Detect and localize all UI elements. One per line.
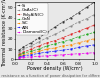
GaAs(C) bbox=[78, 21, 79, 22]
AlN bbox=[78, 47, 79, 48]
SiC bbox=[39, 51, 40, 52]
Si bbox=[54, 27, 56, 28]
AlN bbox=[70, 49, 71, 50]
PolyAlN(C) bbox=[94, 25, 95, 26]
Diamond(C) bbox=[31, 56, 32, 57]
SiC bbox=[31, 53, 32, 54]
Line: AlN: AlN bbox=[19, 44, 95, 58]
Diamond(C) bbox=[78, 53, 79, 54]
Si bbox=[94, 2, 95, 3]
GaAs(C) bbox=[94, 14, 95, 15]
AlN bbox=[62, 50, 64, 51]
Si bbox=[78, 12, 79, 13]
GaAs(C) bbox=[46, 37, 48, 38]
GaN bbox=[94, 32, 95, 33]
Si bbox=[39, 37, 40, 38]
GaN bbox=[54, 43, 56, 44]
SiC bbox=[19, 56, 20, 57]
GaAs(C) bbox=[86, 18, 87, 19]
PolyAlN(C) bbox=[19, 54, 20, 55]
GaAs(C) bbox=[70, 26, 71, 27]
Line: Si: Si bbox=[19, 1, 95, 51]
Legend: Si, GaAs(C), PolyAlN(C), GaN, SiC, AlN, Diamond(C): Si, GaAs(C), PolyAlN(C), GaN, SiC, AlN, … bbox=[16, 3, 48, 35]
Si bbox=[62, 21, 64, 22]
AlN bbox=[23, 55, 24, 56]
Si bbox=[23, 46, 24, 47]
Diamond(C) bbox=[39, 56, 40, 57]
PolyAlN(C) bbox=[86, 28, 87, 29]
Diamond(C) bbox=[19, 57, 20, 58]
Line: SiC: SiC bbox=[19, 38, 95, 57]
PolyAlN(C) bbox=[23, 52, 24, 53]
Diamond(C) bbox=[86, 53, 87, 54]
SiC bbox=[23, 54, 24, 55]
GaN bbox=[31, 51, 32, 52]
PolyAlN(C) bbox=[46, 42, 48, 43]
GaN bbox=[78, 36, 79, 37]
Si bbox=[31, 42, 32, 43]
Diamond(C) bbox=[46, 55, 48, 56]
AlN bbox=[31, 54, 32, 55]
Si bbox=[46, 32, 48, 33]
Line: GaN: GaN bbox=[19, 32, 95, 56]
PolyAlN(C) bbox=[31, 49, 32, 50]
Line: PolyAlN(C): PolyAlN(C) bbox=[19, 24, 95, 55]
Si bbox=[70, 17, 71, 18]
SiC bbox=[78, 42, 79, 43]
AlN bbox=[19, 56, 20, 57]
Diamond(C) bbox=[54, 55, 56, 56]
PolyAlN(C) bbox=[39, 45, 40, 46]
Text: Figure 9 - Thermal resistance as a function of power dissipation for different s: Figure 9 - Thermal resistance as a funct… bbox=[0, 74, 100, 78]
X-axis label: Power density (W/cm²): Power density (W/cm²) bbox=[27, 66, 83, 71]
GaN bbox=[23, 53, 24, 54]
SiC bbox=[62, 45, 64, 46]
AlN bbox=[46, 52, 48, 53]
Diamond(C) bbox=[23, 57, 24, 58]
SiC bbox=[70, 44, 71, 45]
Line: Diamond(C): Diamond(C) bbox=[19, 52, 95, 59]
AlN bbox=[39, 53, 40, 54]
Diamond(C) bbox=[70, 54, 71, 55]
PolyAlN(C) bbox=[70, 34, 71, 35]
GaAs(C) bbox=[31, 45, 32, 46]
GaAs(C) bbox=[54, 34, 56, 35]
PolyAlN(C) bbox=[54, 40, 56, 41]
AlN bbox=[94, 44, 95, 45]
GaAs(C) bbox=[23, 49, 24, 50]
Y-axis label: Thermal resistance (K·cm²/W): Thermal resistance (K·cm²/W) bbox=[2, 0, 7, 67]
PolyAlN(C) bbox=[78, 31, 79, 32]
SiC bbox=[46, 49, 48, 50]
SiC bbox=[94, 38, 95, 39]
Line: GaAs(C): GaAs(C) bbox=[19, 14, 95, 53]
GaAs(C) bbox=[39, 41, 40, 42]
GaN bbox=[70, 39, 71, 40]
GaN bbox=[62, 41, 64, 42]
Diamond(C) bbox=[94, 52, 95, 53]
GaAs(C) bbox=[62, 30, 64, 31]
GaN bbox=[19, 55, 20, 56]
GaAs(C) bbox=[19, 52, 20, 53]
GaN bbox=[86, 34, 87, 35]
Si bbox=[86, 7, 87, 8]
SiC bbox=[86, 40, 87, 41]
GaN bbox=[39, 49, 40, 50]
AlN bbox=[86, 45, 87, 46]
GaN bbox=[46, 45, 48, 46]
PolyAlN(C) bbox=[62, 37, 64, 38]
Si bbox=[19, 50, 20, 51]
AlN bbox=[54, 51, 56, 52]
Diamond(C) bbox=[62, 54, 64, 55]
